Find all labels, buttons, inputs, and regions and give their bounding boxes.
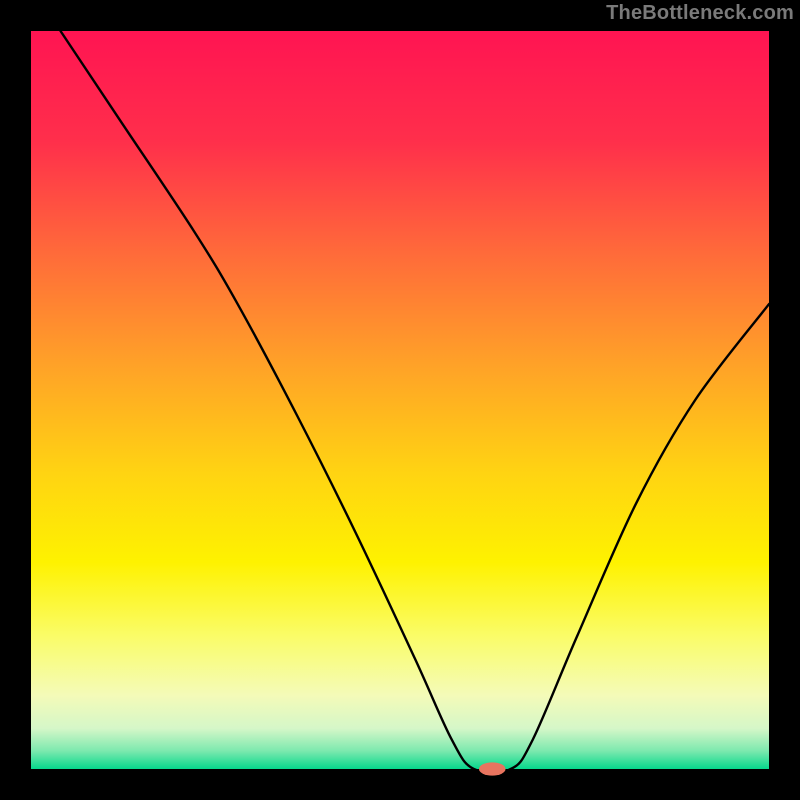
chart-canvas: TheBottleneck.com: [0, 0, 800, 800]
bottleneck-marker: [479, 762, 506, 775]
watermark-text: TheBottleneck.com: [606, 2, 794, 25]
gradient-background: [31, 31, 769, 769]
chart-svg: [0, 0, 800, 800]
